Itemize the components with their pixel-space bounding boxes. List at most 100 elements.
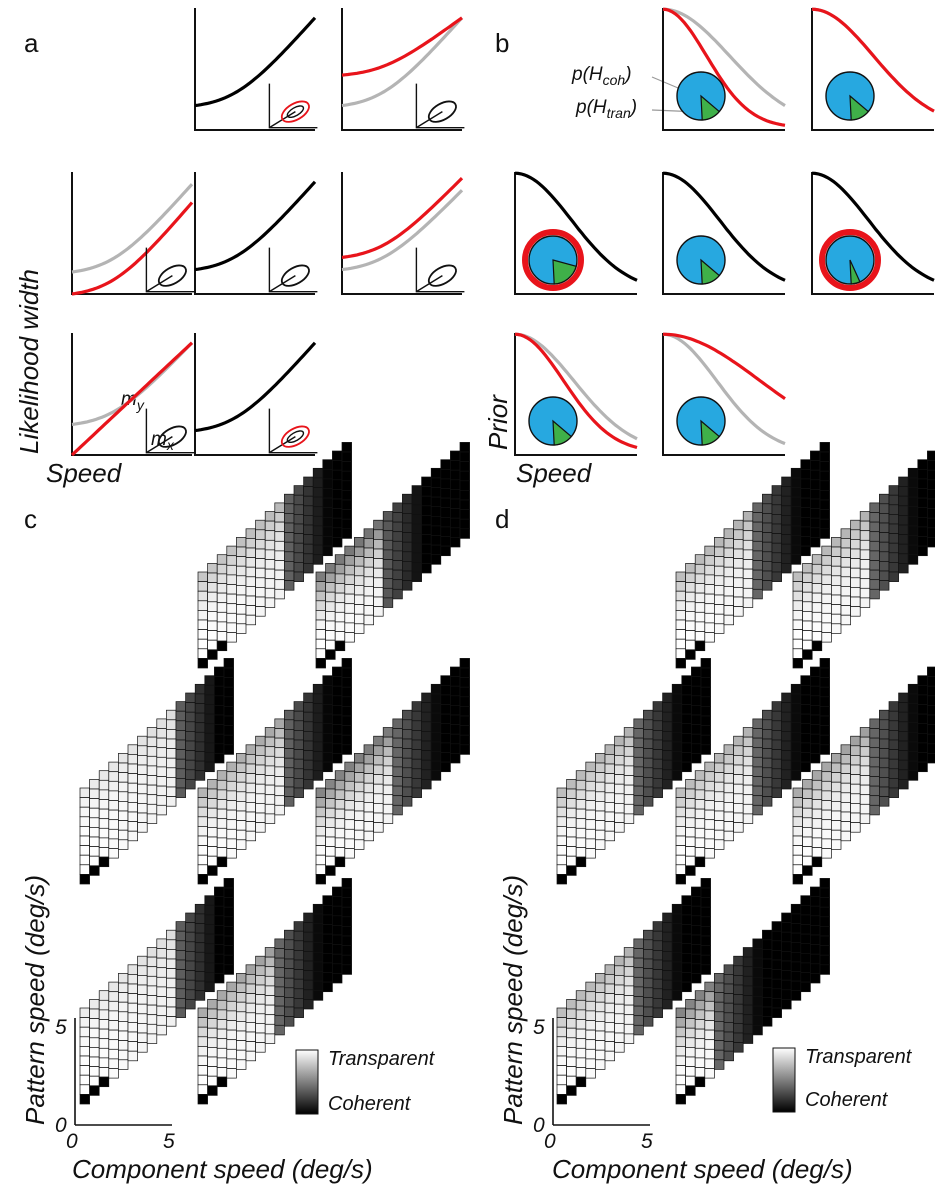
heatmap-cell <box>685 855 696 867</box>
heatmap-cell <box>303 692 314 703</box>
panel-c-xtick-5: 5 <box>163 1130 175 1153</box>
heatmap-cell <box>566 846 577 857</box>
heatmap-cell <box>108 981 119 993</box>
reference-curve <box>341 16 464 108</box>
heatmap-cell <box>373 529 384 540</box>
heatmap-cell <box>585 780 596 792</box>
heatmap-cell <box>264 995 276 1006</box>
heatmap-cell <box>595 1030 606 1041</box>
heatmap-cell <box>810 886 821 897</box>
plot-axes <box>514 172 637 295</box>
heatmap-cell <box>771 720 782 731</box>
heatmap-cell <box>382 784 394 796</box>
heatmap-cell <box>373 596 384 607</box>
heatmap-cell <box>819 935 830 946</box>
heatmap-cell <box>315 648 326 659</box>
pie-label-coh-suffix: ) <box>623 64 631 85</box>
heatmap-cell <box>643 1006 654 1017</box>
heatmap-cell <box>700 897 711 908</box>
heatmap-cell <box>633 948 644 959</box>
heatmap-cell <box>623 995 635 1006</box>
heatmap-cell <box>595 829 606 841</box>
heatmap-cell <box>819 667 830 678</box>
heatmap-cell <box>662 922 673 933</box>
heatmap-cell <box>800 895 811 906</box>
heatmap-cell <box>284 493 295 505</box>
heatmap-cell <box>800 742 811 753</box>
heatmap-cell <box>303 711 314 723</box>
heatmap-cell <box>197 1084 208 1095</box>
heatmap-cell <box>325 836 336 847</box>
heatmap-cell <box>888 485 899 496</box>
heatmap-cell <box>556 787 567 798</box>
heatmap-cell <box>332 705 343 716</box>
heatmap-cell <box>869 756 880 768</box>
heatmap-cell <box>284 977 295 989</box>
heatmap-cell <box>614 793 625 804</box>
heatmap-cell <box>742 956 754 968</box>
heatmap-cell <box>216 640 228 652</box>
heatmap-cell <box>344 574 355 585</box>
heatmap-cell <box>704 780 715 792</box>
heatmap-cell <box>802 865 813 876</box>
heatmap-cell <box>284 1006 295 1017</box>
heatmap-cell <box>821 771 832 782</box>
heatmap-cell <box>811 583 823 594</box>
heatmap-cell <box>264 559 276 570</box>
heatmap-cell <box>264 530 276 541</box>
heatmap-cell <box>363 821 374 832</box>
heatmap-cell <box>762 939 773 950</box>
heatmap-cell <box>819 744 830 755</box>
heatmap-cell <box>255 984 266 995</box>
heatmap-cell <box>245 782 256 794</box>
heatmap-cell <box>850 567 861 579</box>
heatmap-cell <box>662 740 673 751</box>
heatmap-cell <box>691 685 702 697</box>
heatmap-cell <box>800 914 811 925</box>
heatmap-cell <box>197 835 208 846</box>
heatmap-cell <box>869 560 880 571</box>
heatmap-cell <box>204 895 215 906</box>
heatmap-cell <box>790 923 802 934</box>
reference-curve <box>662 7 786 107</box>
heatmap-cell <box>685 1056 696 1067</box>
heatmap-cell <box>907 722 919 733</box>
likelihood-plot <box>194 8 318 131</box>
heatmap-cell <box>623 813 635 824</box>
heatmap-cell <box>236 604 247 615</box>
heatmap-cell <box>315 845 326 856</box>
heatmap-cell <box>821 838 832 849</box>
heatmap-cell <box>633 804 644 816</box>
heatmap-cell <box>614 745 625 756</box>
heatmap-cell <box>927 469 935 481</box>
pie-label-tran: p(Htran) <box>575 97 637 121</box>
heatmap-cell <box>723 754 734 765</box>
heatmap-cell <box>733 529 744 540</box>
panel-d-ytick-5: 5 <box>533 1016 545 1039</box>
heatmap-cell <box>771 523 782 534</box>
heatmap-cell <box>662 979 673 991</box>
heatmap-cell <box>207 630 218 641</box>
heatmap-cell <box>800 962 811 973</box>
heatmap-cell <box>175 778 186 789</box>
heatmap-cell <box>312 467 324 479</box>
heatmap-cell <box>810 705 821 716</box>
heatmap-cell <box>752 976 763 988</box>
heatmap-cell <box>204 962 215 973</box>
heatmap-cell <box>341 667 352 678</box>
heatmap-cell <box>714 604 725 615</box>
heatmap-cell <box>214 685 225 697</box>
heatmap-cell <box>312 487 324 498</box>
prior-plot <box>811 171 935 295</box>
heatmap-cell <box>194 942 206 953</box>
heatmap-cell <box>194 951 206 963</box>
heatmap-cell <box>671 932 683 944</box>
heatmap-cell <box>175 749 186 760</box>
heatmap-cell <box>633 747 644 758</box>
heatmap-cell <box>146 813 158 824</box>
heatmap-cell <box>236 973 247 984</box>
heatmap-cell <box>810 666 821 677</box>
heatmap-cell <box>819 528 830 539</box>
heatmap-cell <box>733 567 744 579</box>
heatmap-cell <box>293 523 304 534</box>
